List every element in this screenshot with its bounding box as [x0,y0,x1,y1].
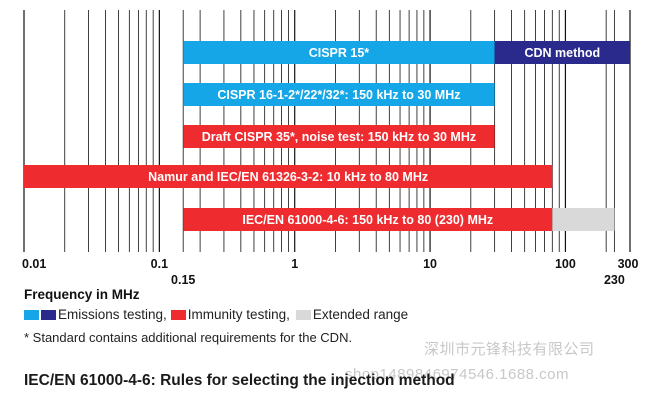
range-bar-label: Namur and IEC/EN 61326-3-2: 10 kHz to 80… [148,170,428,184]
figure-caption: IEC/EN 61000-4-6: Rules for selecting th… [24,372,455,389]
bars: CISPR 15* CDN method CISPR 16-1-2*/22*/32*… [24,41,630,231]
range-bar [183,125,495,148]
legend: Emissions testing, Immunity testing, Ext… [24,307,412,322]
range-bar [183,41,495,64]
frequency-range-chart: CISPR 15* CDN method CISPR 16-1-2*/22*/32*… [22,10,638,287]
legend-extended-label: Extended range [312,307,409,322]
x-tick-label: 1 [291,257,298,271]
x-tick-label: 230 [604,273,625,287]
legend-immunity-label: Immunity testing, [187,307,290,322]
x-tick-labels: 0.01 0.10.15 1 10 100 230 300 [22,257,638,287]
footnote: * Standard contains additional requireme… [24,330,353,345]
range-bar [552,208,615,231]
range-bar-label: CISPR 15* [309,46,370,60]
x-tick-label: 0.01 [22,257,46,271]
legend-swatch-emissions [24,309,39,320]
watermark-url: shop1489846974546.1688.com [345,366,570,383]
legend-emissions-label: Emissions testing, [58,307,167,322]
x-tick-label: 10 [423,257,437,271]
x-tick-label: 300 [618,257,639,271]
x-tick-label: 100 [555,257,576,271]
range-bar [183,83,495,106]
range-bar [24,165,553,188]
watermark-company: 深圳市元锋科技有限公司 [424,341,595,358]
x-tick-label: 0.15 [171,273,195,287]
x-tick-label: 0.1 [151,257,168,271]
legend-swatch-extended [295,309,311,320]
range-bar [494,41,630,64]
legend-swatch-immunity [170,309,186,320]
range-bar-label: CISPR 16-1-2*/22*/32*: 150 kHz to 30 MHz [217,88,460,102]
range-bar-label: IEC/EN 61000-4-6: 150 kHz to 80 (230) MH… [242,213,493,227]
range-bar [183,208,553,231]
range-bar-label: CDN method [524,46,600,60]
legend-swatch-emissions-dark [41,309,56,320]
range-bar-label: Draft CISPR 35*, noise test: 150 kHz to … [202,130,476,144]
x-axis-title: Frequency in MHz [24,287,140,302]
